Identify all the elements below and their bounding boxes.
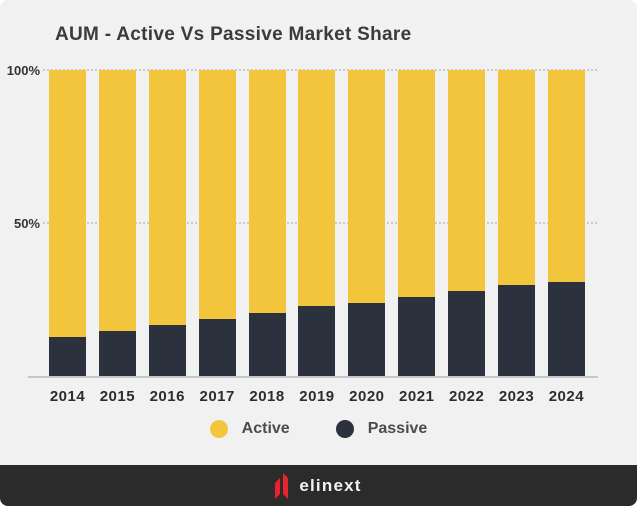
x-axis-label-2021: 2021 bbox=[399, 388, 435, 405]
bar-2018 bbox=[248, 70, 286, 377]
x-axis-label-2024: 2024 bbox=[548, 388, 585, 405]
bar-segment-passive bbox=[298, 306, 336, 377]
bar-segment-active bbox=[148, 70, 186, 325]
bar-segment-passive bbox=[198, 318, 236, 377]
bar-segment-active bbox=[547, 70, 585, 282]
x-axis-labels: 2014 2015 2016 2017 2018 2019 2020 2021 2022 2023… bbox=[49, 388, 585, 405]
bar-segment-passive bbox=[448, 291, 486, 377]
bar-segment-active bbox=[398, 70, 436, 298]
x-axis-label-2014: 2014 bbox=[49, 388, 86, 405]
bar-2015 bbox=[98, 70, 136, 377]
bar-segment-passive bbox=[248, 312, 286, 377]
bar-segment-active bbox=[49, 70, 86, 338]
bar-2021 bbox=[398, 70, 436, 377]
bar-segment-active bbox=[448, 70, 486, 292]
bar-segment-active bbox=[498, 70, 536, 285]
plot-area bbox=[49, 70, 585, 377]
legend: Active Passive bbox=[0, 420, 637, 438]
bar-segment-passive bbox=[49, 337, 86, 377]
legend-item-passive: Passive bbox=[335, 420, 428, 438]
bar-segment-passive bbox=[98, 330, 136, 377]
bar-2017 bbox=[198, 70, 236, 377]
x-axis-label-2016: 2016 bbox=[149, 388, 185, 405]
bar-segment-passive bbox=[148, 324, 186, 377]
bar-segment-passive bbox=[547, 281, 585, 377]
y-axis-label-50: 50% bbox=[13, 216, 40, 231]
bar-segment-active bbox=[98, 70, 136, 331]
x-axis-label-2019: 2019 bbox=[299, 388, 335, 405]
x-axis-label-2022: 2022 bbox=[448, 388, 485, 405]
legend-dot-active-icon bbox=[209, 420, 228, 438]
bar-2024 bbox=[547, 70, 585, 377]
footer-bar: elinext bbox=[0, 465, 637, 506]
bar-segment-active bbox=[298, 70, 336, 307]
x-axis-label-2023: 2023 bbox=[498, 388, 535, 405]
x-axis-label-2015: 2015 bbox=[99, 388, 136, 405]
x-axis-line bbox=[28, 376, 598, 378]
bar-segment-active bbox=[348, 70, 386, 304]
elinext-logo-icon bbox=[275, 472, 290, 499]
bar-2022 bbox=[448, 70, 486, 377]
brand-name: elinext bbox=[299, 475, 362, 495]
bar-2019 bbox=[298, 70, 336, 377]
bar-segment-passive bbox=[498, 284, 536, 377]
bar-segment-active bbox=[248, 70, 286, 313]
legend-label-passive: Passive bbox=[367, 420, 428, 437]
legend-item-active: Active bbox=[209, 420, 290, 438]
y-axis-label-100: 100% bbox=[6, 63, 40, 78]
x-axis-label-2020: 2020 bbox=[349, 388, 385, 405]
bar-segment-passive bbox=[398, 297, 436, 377]
chart-title: AUM - Active Vs Passive Market Share bbox=[55, 24, 412, 45]
bar-2023 bbox=[498, 70, 536, 377]
legend-dot-passive-icon bbox=[335, 420, 354, 438]
x-axis-label-2018: 2018 bbox=[249, 388, 285, 405]
bar-2014 bbox=[49, 70, 86, 377]
bar-segment-passive bbox=[348, 303, 386, 377]
x-axis-label-2017: 2017 bbox=[199, 388, 235, 405]
bar-2016 bbox=[148, 70, 186, 377]
legend-label-active: Active bbox=[241, 420, 290, 437]
bar-2020 bbox=[348, 70, 386, 377]
bar-segment-active bbox=[198, 70, 236, 319]
